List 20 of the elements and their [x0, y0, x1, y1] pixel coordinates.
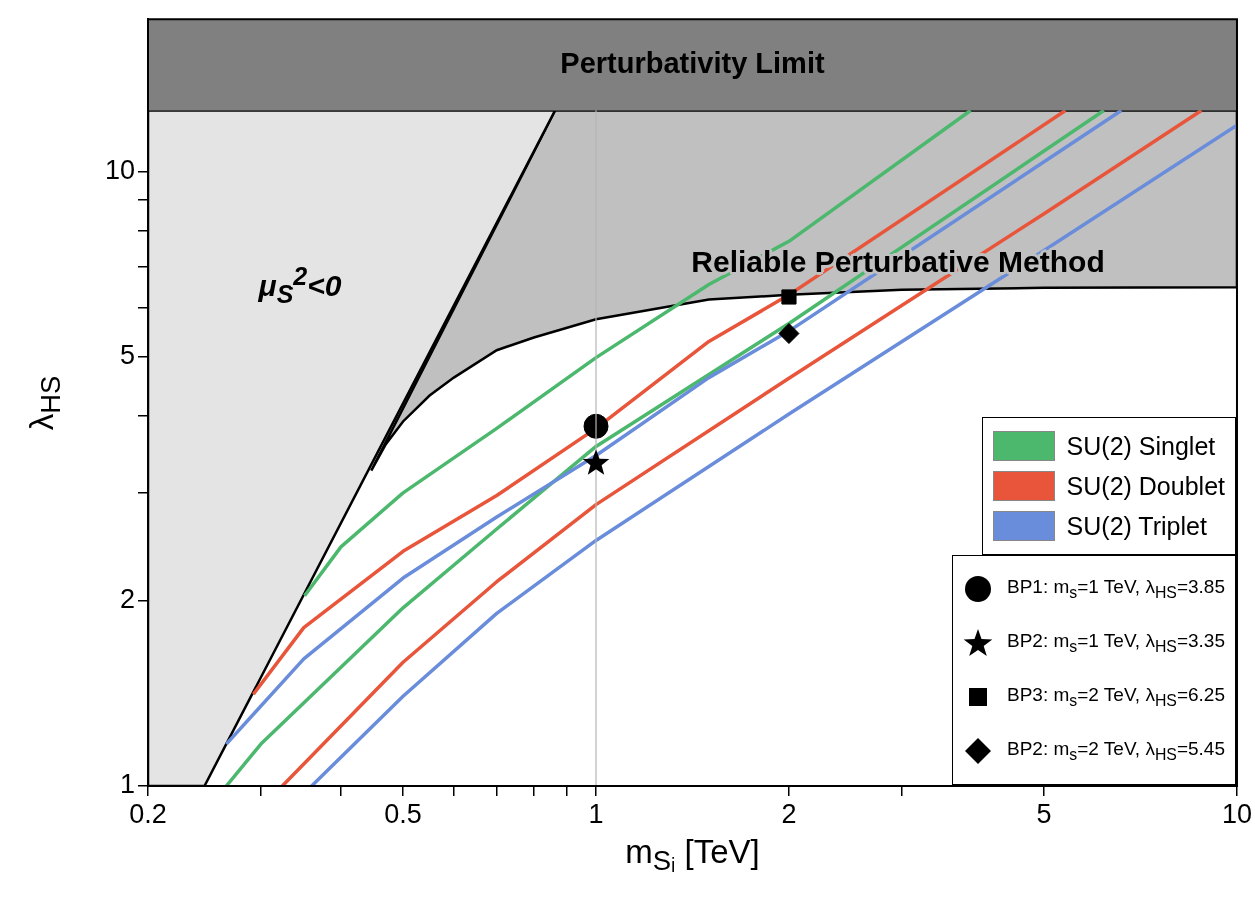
annotation: μ$_{S}$$^{2}$<0 — [258, 261, 342, 309]
legend-label: BP2: m$_{s}$=1 TeV, λ$_{HS}$=3.35 — [1007, 630, 1225, 656]
y-tick-label: 10 — [104, 155, 135, 186]
x-axis-title: m$_{Sᵢ}$ [TeV] — [625, 832, 760, 878]
legend-label: BP1: m$_{s}$=1 TeV, λ$_{HS}$=3.85 — [1007, 576, 1225, 602]
y-tick-label: 5 — [119, 339, 135, 370]
band-label: Perturbativity Limit — [560, 46, 825, 79]
x-tick-label: 0.5 — [384, 798, 422, 829]
legend-label: BP2: m$_{s}$=2 TeV, λ$_{HS}$=5.45 — [1007, 738, 1225, 764]
y-tick-label: 2 — [119, 584, 135, 615]
x-tick-label: 5 — [1036, 798, 1052, 829]
x-tick-label: 1 — [588, 798, 604, 829]
legend-label: SU(2) Singlet — [1066, 431, 1216, 461]
x-tick-label: 10 — [1221, 798, 1253, 829]
legend-label: SU(2) Doublet — [1066, 471, 1225, 501]
x-tick-label: 0.2 — [129, 798, 167, 829]
y-tick-label: 1 — [119, 769, 135, 800]
legend-label: SU(2) Triplet — [1066, 511, 1207, 541]
legend-label: BP3: m$_{s}$=2 TeV, λ$_{HS}$=6.25 — [1007, 684, 1225, 710]
x-tick-label: 2 — [781, 798, 797, 829]
